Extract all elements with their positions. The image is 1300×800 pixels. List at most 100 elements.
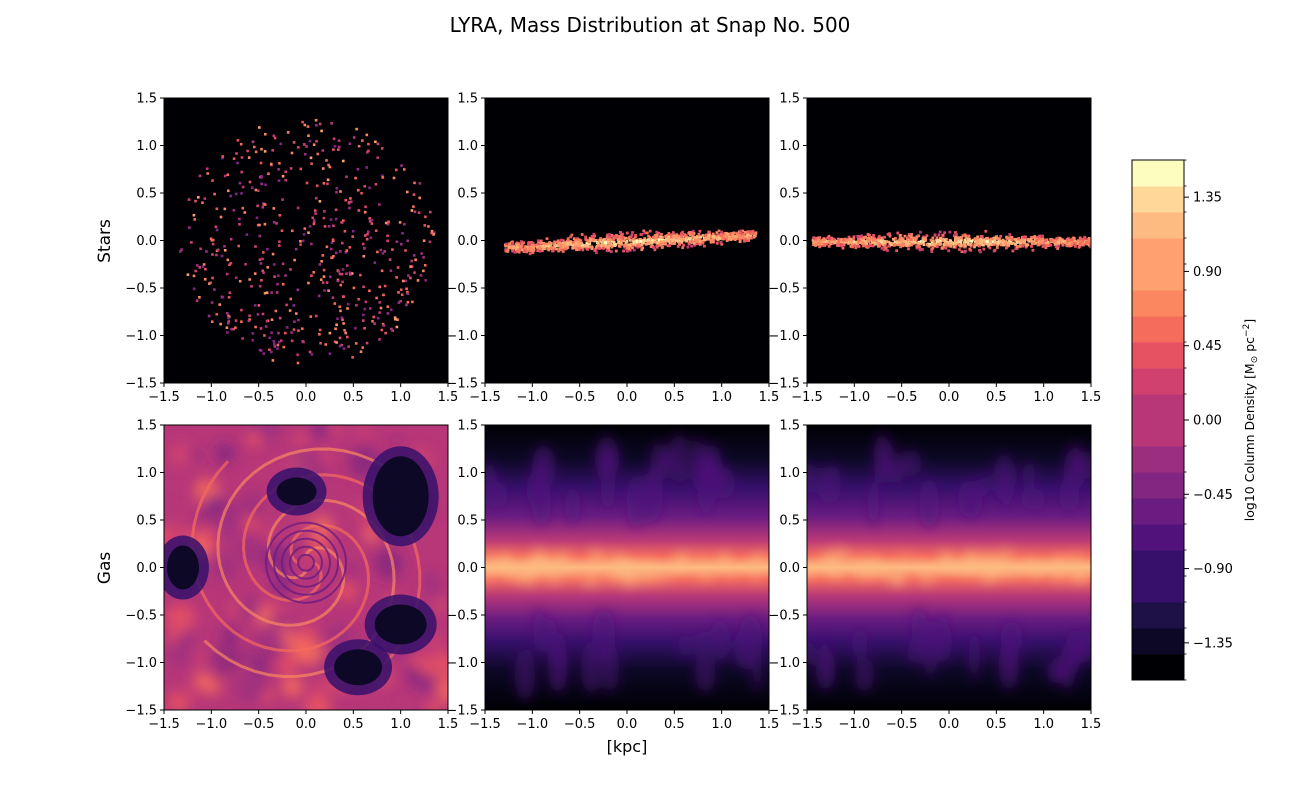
star-particle [241,206,245,210]
star-particle [605,249,609,253]
star-particle [959,244,962,248]
star-particle [677,234,681,238]
star-particle [380,147,384,150]
star-particle [1045,244,1049,248]
star-particle [511,249,515,253]
star-particle [238,181,242,185]
star-particle [386,222,390,226]
star-particle [899,245,902,249]
star-particle [318,122,322,126]
star-particle [624,240,628,244]
star-particle [289,268,292,271]
star-particle [704,236,707,240]
star-particle [919,242,922,246]
star-particle [259,327,263,330]
row-label-stars: Stars [95,219,115,263]
star-particle [915,235,919,239]
star-particle [943,245,946,249]
gas-clump [671,556,687,572]
star-particle [257,304,261,307]
star-particle [276,282,279,286]
star-particle [992,236,996,240]
star-particle [363,307,367,311]
gas-filament [557,650,566,690]
star-particle [856,244,859,248]
star-particle [1074,245,1077,248]
star-particle [609,250,613,253]
star-particle [664,235,667,238]
star-particle [313,209,317,212]
star-particle [211,238,215,242]
gas-cloud [203,678,221,696]
star-particle [272,207,276,210]
star-particle [722,236,726,240]
gas-filament [695,628,707,661]
star-particle [960,237,963,240]
star-particle [1088,243,1091,247]
star-particle [430,231,433,235]
star-particle [734,235,738,238]
star-particle [536,244,540,248]
star-particle [634,235,637,239]
star-particle [1071,239,1074,243]
core-ring [265,521,347,604]
star-particle [254,188,258,192]
star-particle [314,212,317,215]
star-particle [580,246,584,250]
gas-filament [533,606,546,654]
star-particle [346,302,350,306]
y-tick-label: −1.0 [446,656,478,671]
gas-cloud [166,639,194,667]
star-particle [851,245,854,249]
star-particle [593,249,597,252]
star-particle [710,234,714,238]
star-particle [347,345,350,348]
star-particle [302,233,306,236]
star-particle [513,246,517,250]
star-particle [264,325,268,328]
star-particle [381,176,385,179]
star-particle [631,243,635,247]
star-particle [219,215,223,219]
star-particle [908,242,911,246]
star-particle [721,236,724,240]
star-particle [262,203,265,206]
star-particle [210,301,214,304]
star-particle [234,319,238,322]
star-particle [830,237,834,240]
star-particle [573,243,577,247]
gas-clump [1029,560,1036,567]
star-particle [382,324,386,327]
star-particle [345,249,349,252]
star-particle [386,312,390,315]
star-particle [707,234,710,237]
gas-clump [976,558,989,572]
star-particle [363,327,366,330]
star-particle [271,359,275,362]
star-particle [278,340,281,344]
star-particle [880,246,884,250]
star-particle [310,353,314,356]
star-particle [1036,235,1039,239]
x-tick-label: 0.5 [986,717,1007,732]
star-particle [830,240,834,244]
star-particle [240,308,243,312]
x-tick-label: 0.0 [939,717,960,732]
star-particle [737,233,741,237]
star-particle [278,214,282,217]
colorbar-band [1132,654,1184,681]
star-particle [590,246,594,250]
star-particle [234,192,238,196]
gas-filament [565,486,581,525]
x-tick-label: −1.5 [469,390,501,405]
star-particle [895,249,898,253]
star-particle [973,242,977,246]
star-particle [363,246,366,250]
axis-ticks: −1.5 −1.0 −0.5 0.0 0.5 1.0 1.51.51.00.50.0−0.5… [768,419,1101,733]
star-particle [192,274,196,278]
star-particle [1010,242,1014,245]
gas-cloud [405,665,422,683]
star-particle [934,244,937,247]
star-particle [942,239,946,242]
star-particle [1039,238,1043,242]
